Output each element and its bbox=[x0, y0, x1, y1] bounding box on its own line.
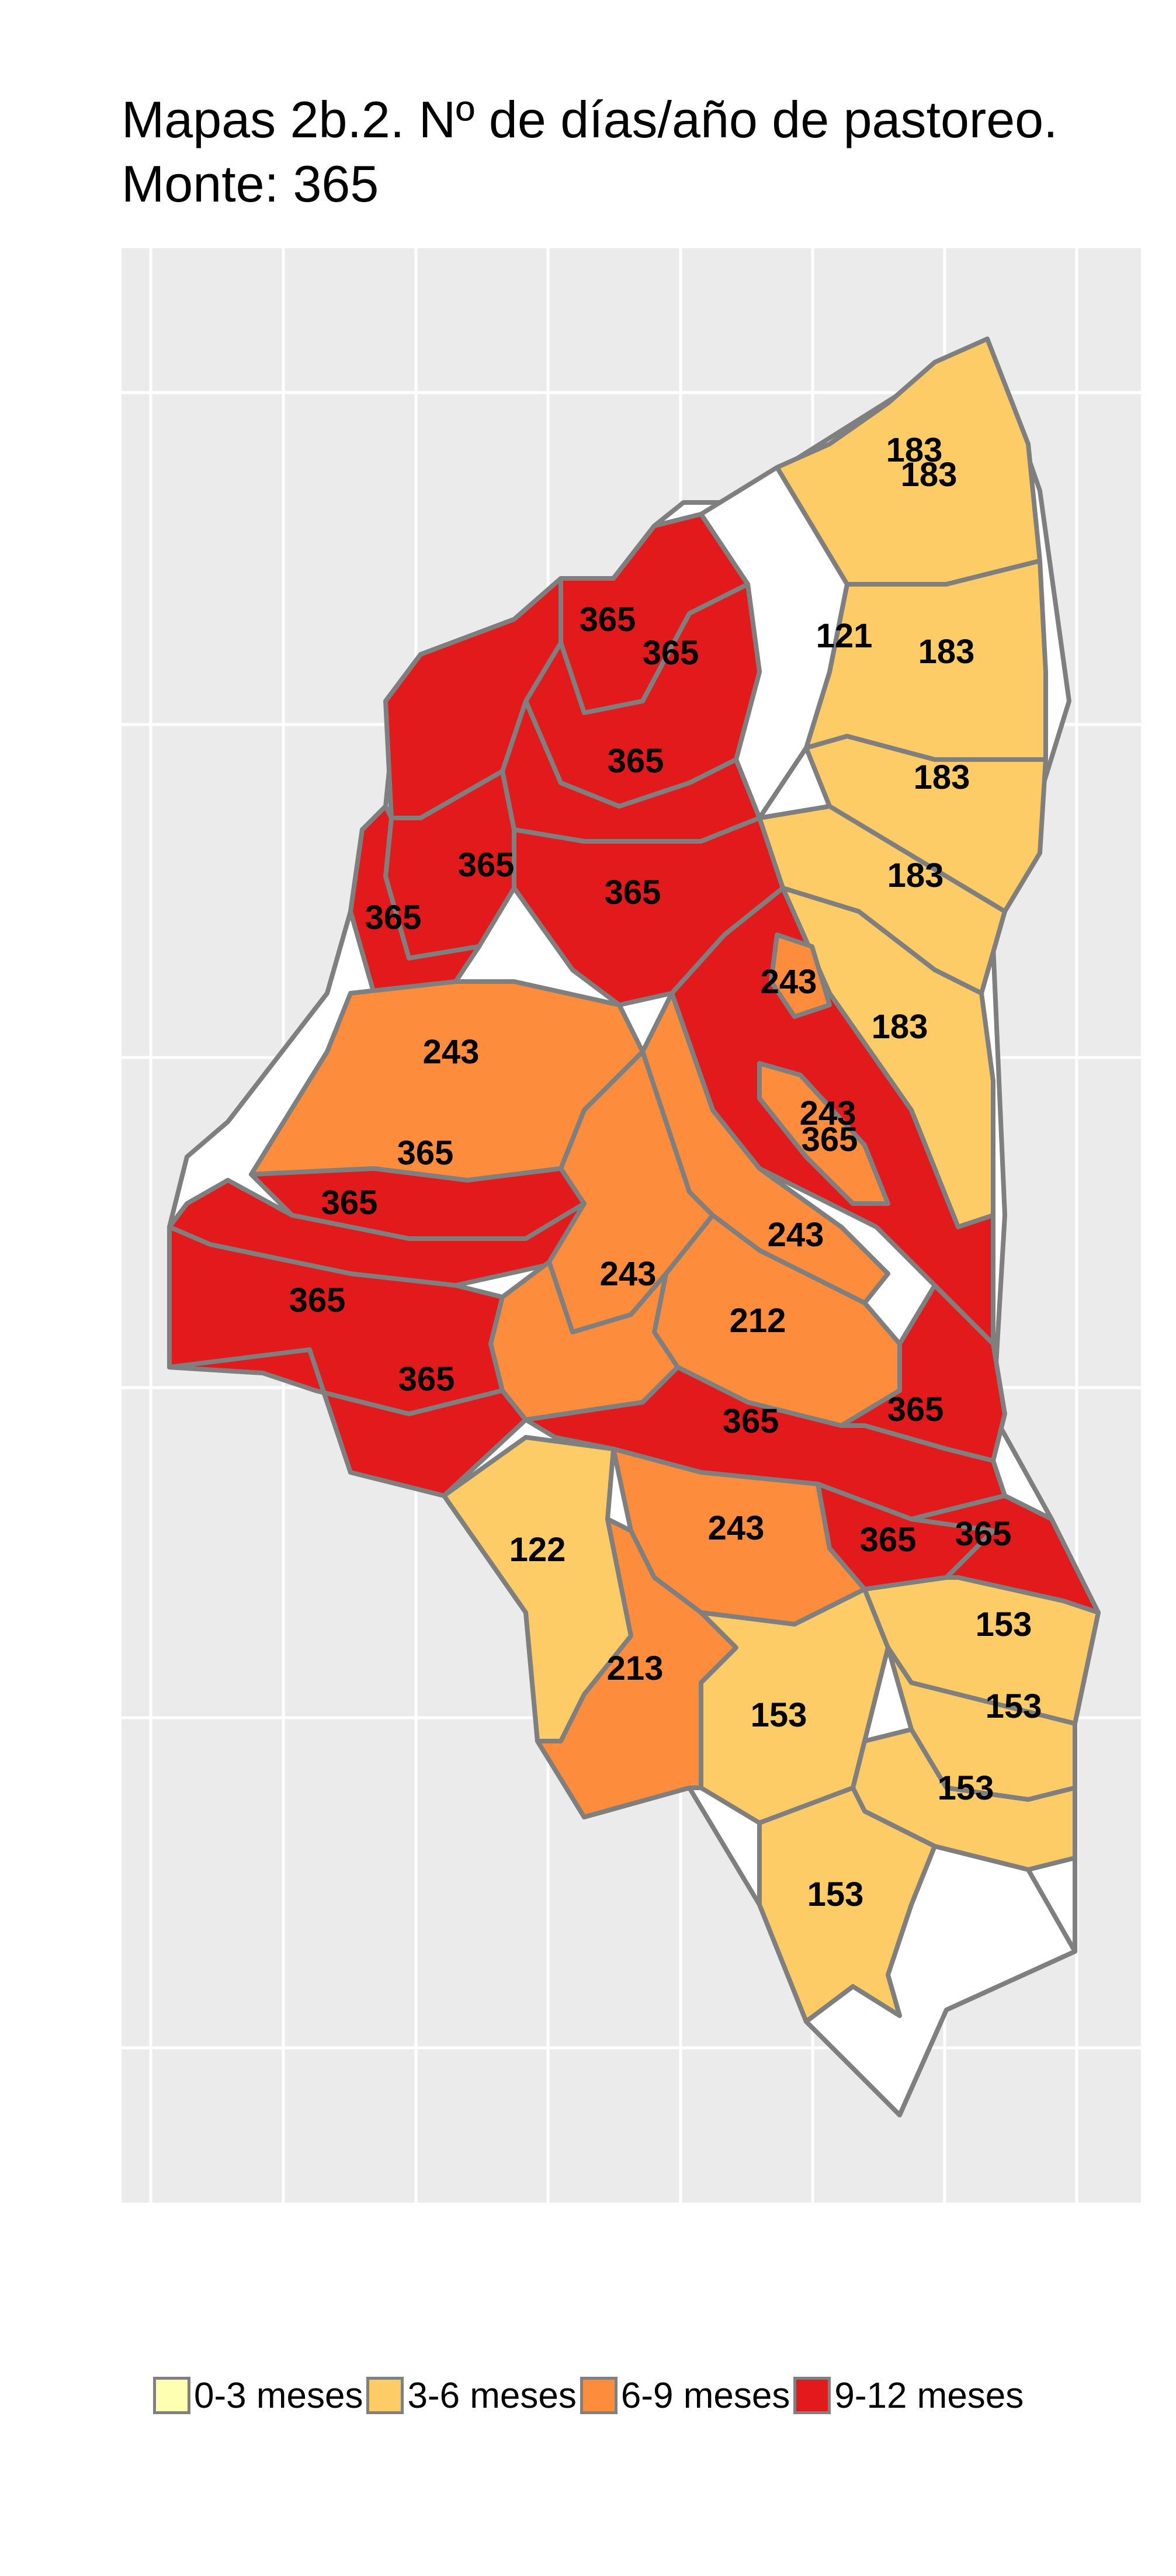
label-region-14: 183 bbox=[872, 1008, 928, 1046]
region-s-213 bbox=[535, 1517, 738, 1819]
label-region-32: 153 bbox=[976, 1606, 1032, 1644]
region-nw-365g bbox=[348, 804, 481, 996]
legend-label-9-12: 9-12 meses bbox=[834, 2375, 1024, 2416]
label-region-21: 243 bbox=[600, 1255, 657, 1293]
label-region-9: 365 bbox=[458, 846, 515, 884]
label-region-16: 243 bbox=[800, 1094, 856, 1132]
label-region-26: 365 bbox=[723, 1402, 779, 1440]
label-region-7: 365 bbox=[608, 742, 664, 780]
label-region-11: 365 bbox=[605, 873, 661, 911]
legend-swatch-3-6 bbox=[366, 2377, 404, 2414]
region-e-243a bbox=[769, 932, 832, 1019]
label-region-29: 365 bbox=[860, 1521, 917, 1559]
legend-label-0-3: 0-3 meses bbox=[194, 2375, 363, 2416]
region-c-243c bbox=[488, 1260, 680, 1422]
label-region-4: 183 bbox=[918, 633, 975, 671]
label-region-6: 365 bbox=[643, 634, 699, 672]
legend-item-3-6: 3-6 meses bbox=[366, 2375, 577, 2416]
label-region-20: 243 bbox=[768, 1216, 824, 1254]
label-region-10: 183 bbox=[887, 857, 944, 895]
label-region-35: 153 bbox=[938, 1769, 994, 1807]
label-region-31: 213 bbox=[607, 1649, 664, 1687]
legend: 0-3 meses 3-6 meses 6-9 meses 9-12 meses bbox=[153, 2372, 1027, 2419]
label-region-13: 243 bbox=[761, 963, 817, 1001]
region-nw-365d bbox=[383, 576, 563, 820]
legend-item-0-3: 0-3 meses bbox=[153, 2375, 363, 2416]
legend-swatch-0-3 bbox=[153, 2377, 190, 2414]
title-line-1: Mapas 2b.2. Nº de días/año de pastoreo. bbox=[122, 91, 1058, 148]
label-region-30: 365 bbox=[955, 1515, 1012, 1553]
label-region-3: 121 bbox=[816, 617, 873, 655]
legend-swatch-9-12 bbox=[793, 2377, 831, 2414]
label-region-36: 153 bbox=[807, 1875, 864, 1913]
label-region-2: 183 bbox=[901, 456, 958, 494]
label-region-12: 365 bbox=[365, 899, 422, 937]
label-region-28: 243 bbox=[708, 1509, 765, 1547]
region-s-unassigned bbox=[804, 1844, 1077, 2117]
region-polygons bbox=[167, 337, 1101, 2117]
legend-label-3-6: 3-6 meses bbox=[407, 2375, 577, 2416]
label-region-19: 365 bbox=[321, 1184, 378, 1222]
label-region-15: 243 bbox=[423, 1033, 480, 1071]
legend-label-6-9: 6-9 meses bbox=[620, 2375, 790, 2416]
legend-item-9-12: 9-12 meses bbox=[793, 2375, 1024, 2416]
label-region-22: 365 bbox=[289, 1281, 346, 1319]
legend-swatch-6-9 bbox=[580, 2377, 618, 2414]
label-region-5: 365 bbox=[580, 601, 636, 639]
region-labels: 183 183 121 183 365 365 365 183 365 183 … bbox=[289, 431, 1042, 1913]
label-region-23: 212 bbox=[730, 1302, 786, 1340]
label-region-18: 365 bbox=[397, 1134, 454, 1172]
label-region-25: 365 bbox=[887, 1391, 944, 1429]
region-e-243b bbox=[757, 1061, 890, 1206]
label-region-8: 183 bbox=[914, 758, 970, 796]
title-line-2: Monte: 365 bbox=[122, 155, 379, 213]
map-title: Mapas 2b.2. Nº de días/año de pastoreo. … bbox=[122, 88, 1058, 216]
label-region-17: 365 bbox=[802, 1121, 858, 1159]
label-region-27: 122 bbox=[509, 1531, 566, 1569]
label-region-24: 365 bbox=[398, 1360, 455, 1398]
label-region-1: 183 bbox=[886, 431, 943, 469]
label-region-33: 153 bbox=[751, 1696, 807, 1734]
legend-item-6-9: 6-9 meses bbox=[580, 2375, 790, 2416]
label-region-34: 153 bbox=[986, 1687, 1042, 1725]
